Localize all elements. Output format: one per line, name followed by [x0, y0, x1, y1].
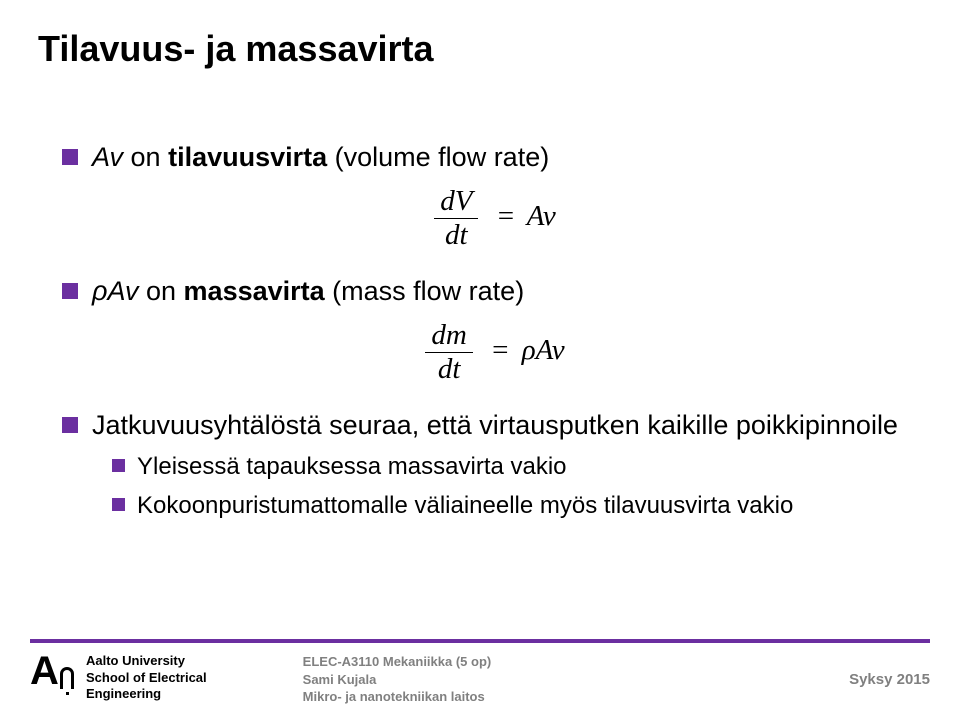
equation: dm dt = ρAv	[62, 321, 922, 384]
footer-divider	[30, 639, 930, 643]
equation: dV dt = Av	[62, 187, 922, 250]
department: Mikro- ja nanotekniikan laitos	[303, 688, 492, 706]
bold-term: tilavuusvirta	[168, 142, 327, 172]
denominator: dt	[434, 219, 478, 250]
logo-mark-shape	[60, 667, 74, 689]
bullet-icon	[62, 283, 78, 299]
txt: (volume flow rate)	[327, 142, 549, 172]
sub-bullets: Yleisessä tapauksessa massavirta vakio K…	[62, 451, 922, 521]
txt: on	[123, 142, 168, 172]
slide: Tilavuus- ja massavirta Av on tilavuusvi…	[0, 0, 960, 720]
slide-title: Tilavuus- ja massavirta	[38, 28, 922, 70]
term-label: Syksy 2015	[849, 671, 930, 688]
bullet-item: ρAv on massavirta (mass flow rate)	[62, 274, 922, 309]
footer: A Aalto University School of Electrical …	[0, 639, 960, 720]
bullet-icon	[112, 459, 125, 472]
bullet-item: Jatkuvuusyhtälöstä seuraa, että virtausp…	[62, 408, 922, 443]
bullet-icon	[62, 149, 78, 165]
logo-block: A Aalto University School of Electrical …	[30, 653, 207, 702]
bullet-text: Jatkuvuusyhtälöstä seuraa, että virtausp…	[92, 408, 898, 443]
rhs: ρAv	[522, 334, 565, 366]
content-area: Av on tilavuusvirta (volume flow rate) d…	[38, 140, 922, 522]
bullet-text: ρAv on massavirta (mass flow rate)	[92, 274, 524, 309]
author: Sami Kujala	[303, 671, 492, 689]
sub-bullet-text: Kokoonpuristumattomalle väliaineelle myö…	[137, 490, 793, 521]
txt: on	[139, 276, 184, 306]
logo-letter: A	[30, 649, 57, 694]
numerator: dm	[425, 321, 472, 353]
uni-line: School of Electrical	[86, 670, 207, 686]
course-info: ELEC-A3110 Mekaniikka (5 op) Sami Kujala…	[303, 653, 492, 706]
bullet-icon	[112, 498, 125, 511]
aalto-logo-icon: A	[30, 653, 76, 699]
course-code: ELEC-A3110 Mekaniikka (5 op)	[303, 653, 492, 671]
equals: =	[492, 334, 508, 366]
sub-bullet-text: Yleisessä tapauksessa massavirta vakio	[137, 451, 567, 482]
term: Av	[92, 142, 123, 172]
txt: (mass flow rate)	[325, 276, 525, 306]
bullet-item: Av on tilavuusvirta (volume flow rate)	[62, 140, 922, 175]
uni-line: Aalto University	[86, 653, 207, 669]
uni-line: Engineering	[86, 686, 207, 702]
bold-term: massavirta	[184, 276, 325, 306]
denominator: dt	[425, 353, 472, 384]
bullet-text: Av on tilavuusvirta (volume flow rate)	[92, 140, 549, 175]
equals: =	[498, 200, 514, 232]
fraction: dV dt	[434, 187, 478, 250]
fraction: dm dt	[425, 321, 472, 384]
term: ρAv	[92, 276, 139, 306]
university-name: Aalto University School of Electrical En…	[86, 653, 207, 702]
numerator: dV	[434, 187, 478, 219]
bullet-icon	[62, 417, 78, 433]
sub-bullet-item: Kokoonpuristumattomalle väliaineelle myö…	[112, 490, 922, 521]
rhs: Av	[527, 200, 556, 232]
sub-bullet-item: Yleisessä tapauksessa massavirta vakio	[112, 451, 922, 482]
footer-row: A Aalto University School of Electrical …	[0, 653, 960, 720]
